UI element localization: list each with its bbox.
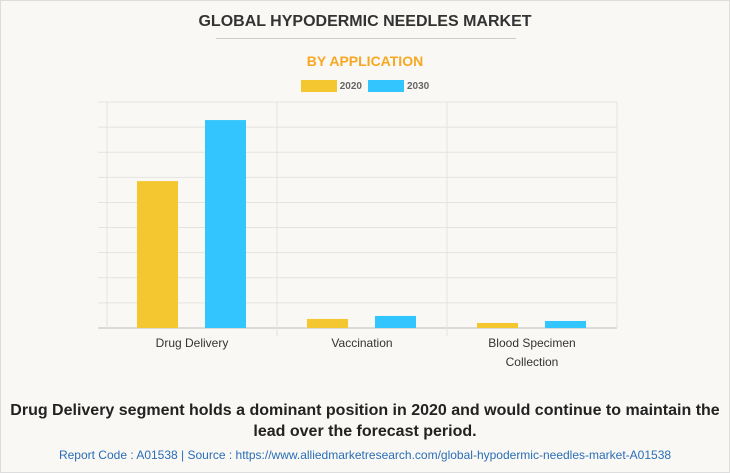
bar-2030	[205, 120, 246, 328]
x-tick-label: Blood Specimen	[488, 336, 575, 350]
x-tick-label: Collection	[506, 355, 559, 369]
plot-area: Drug Delivery Vaccination Blood Specimen Co…	[98, 101, 618, 369]
report-source: Report Code : A01538 | Source : https://…	[58, 448, 672, 462]
legend-label-2020: 2020	[339, 80, 362, 92]
chart-subtitle: BY APPLICATION	[306, 53, 424, 69]
chart-title: GLOBAL HYPODERMIC NEEDLES MARKET	[198, 13, 532, 30]
legend-swatch-2020	[300, 80, 337, 92]
legend-item-2020[interactable]: 2020	[300, 80, 362, 92]
x-tick-label: Drug Delivery	[156, 336, 229, 350]
bar-2020	[307, 318, 348, 328]
legend-item-2030[interactable]: 2030	[368, 80, 429, 92]
chart-note: Drug Delivery segment holds a dominant p…	[10, 402, 720, 440]
bar-2020	[137, 181, 178, 328]
x-tick-label: Vaccination	[331, 336, 392, 350]
bar-2030	[545, 320, 586, 328]
bar-2030	[375, 315, 416, 328]
legend-label-2030: 2030	[407, 80, 430, 92]
bar-2020	[477, 322, 518, 328]
legend: 2020 2030	[1, 80, 729, 92]
legend-swatch-2030	[368, 80, 404, 92]
title-divider	[216, 38, 516, 39]
